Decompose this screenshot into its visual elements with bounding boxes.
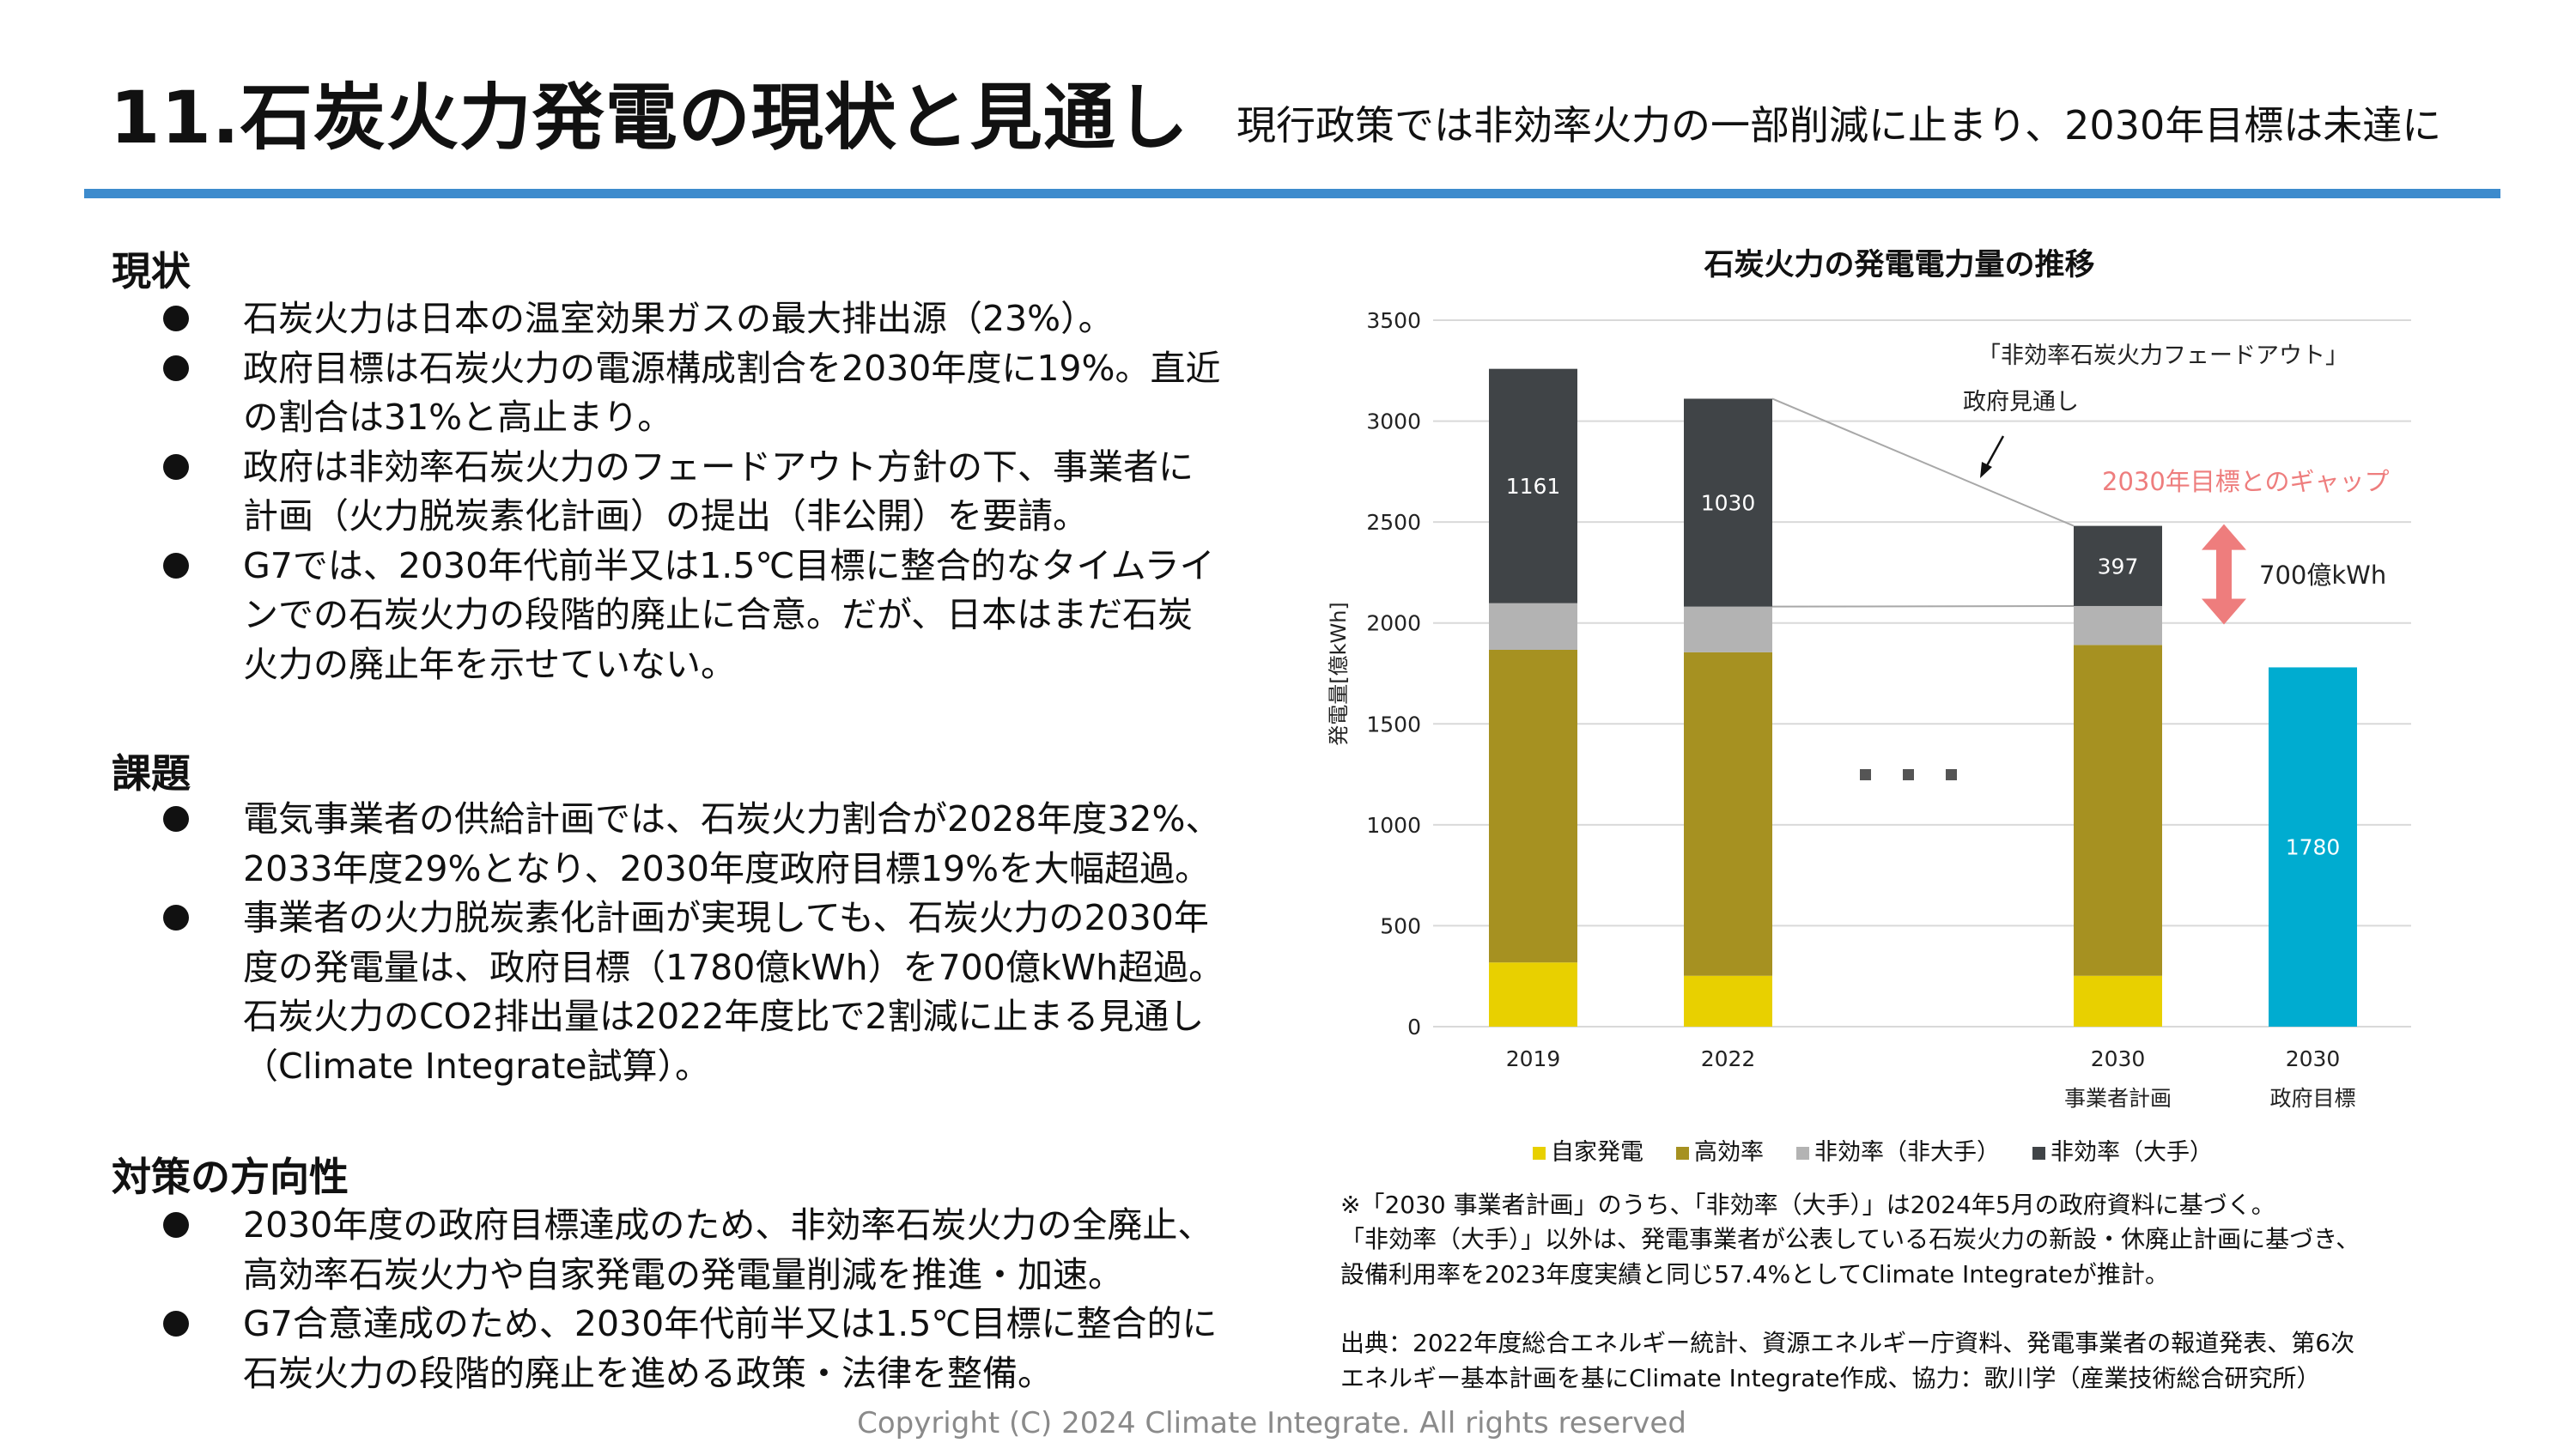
bar-segment: [1684, 652, 1772, 976]
bullet-text-line: 事業者の火力脱炭素化計画が実現しても、石炭火力の2030年: [243, 897, 1209, 938]
section-heading: 課題: [112, 750, 191, 797]
bullet-icon: [163, 552, 189, 579]
ellipsis-mark: [1903, 769, 1914, 780]
phaseout-connector-line: [1771, 397, 2075, 527]
legend-label: 非効率（非大手）: [1814, 1139, 2000, 1166]
bar-segment: [1489, 603, 1577, 650]
copyright: Copyright (C) 2024 Climate Integrate. Al…: [857, 1406, 1686, 1440]
arrow-head-icon: [1980, 462, 1992, 478]
y-tick-label: 0: [1407, 1015, 1421, 1040]
data-label: 1161: [1506, 474, 1561, 499]
bullet-text-line: 石炭火力のCO2排出量は2022年度比で2割減に止まる見通し: [243, 996, 1205, 1037]
bullet-text-line: 2030年度の政府目標達成のため、非効率石炭火力の全廃止、: [243, 1204, 1213, 1246]
x-tick-label: 2022: [1701, 1046, 1756, 1071]
gap-value: 700億kWh: [2259, 561, 2386, 590]
bullet-text-line: 政府は非効率石炭火力のフェードアウト方針の下、事業者に: [243, 446, 1194, 488]
bullet-text-line: 電気事業者の供給計画では、石炭火力割合が2028年度32%、: [243, 798, 1221, 840]
bar-segment: [2074, 645, 2162, 976]
bullet-text-line: （Climate Integrate試算）。: [243, 1045, 710, 1087]
bullet-icon: [163, 806, 189, 832]
bullet-text-line: 石炭火力の段階的廃止を進める政策・法律を整備。: [243, 1352, 1053, 1394]
bullet-text-line: 火力の廃止年を示せていない。: [243, 643, 736, 685]
y-tick-label: 2500: [1366, 510, 1421, 535]
section-heading: 現状: [112, 248, 191, 294]
y-tick-label: 3000: [1366, 409, 1421, 434]
legend-item: 高効率: [1676, 1133, 1764, 1167]
bullet-text-line: の割合は31%と高止まり。: [243, 397, 673, 438]
data-label: 397: [2098, 554, 2139, 579]
bar-segment: [1684, 606, 1772, 652]
phaseout-annotation: 「非効率石炭火力フェードアウト」: [1978, 343, 2348, 369]
bullet-icon: [163, 905, 189, 931]
gap-label: 2030年目標とのギャップ: [2102, 467, 2390, 496]
bullet-text-line: 石炭火力は日本の温室効果ガスの最大排出源（23%）。: [243, 298, 1114, 339]
bullet-icon: [163, 1212, 189, 1238]
x-tick-label: 2030: [2091, 1046, 2146, 1071]
y-tick-label: 3500: [1366, 308, 1421, 333]
section-heading: 対策の方向性: [112, 1154, 349, 1200]
bullet-icon: [163, 306, 189, 331]
bullet-text-line: ンでの石炭火力の段階的廃止に合意。だが、日本はまだ石炭: [243, 594, 1194, 635]
legend-swatch: [1676, 1147, 1689, 1160]
title-divider: [84, 189, 2500, 198]
bar-segment: [1684, 975, 1772, 1027]
chart-note-line: ※「2030 事業者計画」のうち、「非効率（大手）」は2024年5月の政府資料に…: [1340, 1191, 2275, 1219]
y-tick-label: 1500: [1366, 712, 1421, 737]
y-tick-label: 500: [1380, 913, 1421, 938]
arrow-line: [1984, 435, 2005, 470]
data-label: 1780: [2286, 835, 2341, 860]
y-tick-label: 1000: [1366, 813, 1421, 838]
coal-power-chart: 石炭火力の発電電力量の推移 0 500 1000 1500 2000 2500 3000 350…: [1327, 248, 2411, 1111]
bar-segment: [1489, 368, 1577, 603]
phaseout-annotation-sub: 政府見通し: [1963, 389, 2079, 415]
legend-swatch: [1533, 1147, 1546, 1160]
legend-label: 高効率: [1694, 1139, 1764, 1166]
legend-swatch: [1796, 1147, 1809, 1160]
page-title: 11.石炭火力発電の現状と見通し: [110, 76, 1189, 160]
ellipsis-mark: [1946, 769, 1957, 780]
bullet-text-line: G7では、2030年代前半又は1.5℃目標に整合的なタイムライ: [243, 544, 1215, 586]
x-tick-label: 2019: [1506, 1046, 1561, 1071]
bullet-icon: [163, 355, 189, 381]
x-tick-sublabel: 事業者計画: [2064, 1086, 2172, 1111]
bar-segment: [2269, 667, 2357, 1027]
bullet-text-line: G7合意達成のため、2030年代前半又は1.5℃目標に整合的に: [243, 1303, 1218, 1344]
bar-segment: [2074, 975, 2162, 1027]
legend-swatch: [2032, 1147, 2045, 1160]
source-line: 出典：2022年度総合エネルギー統計、資源エネルギー庁資料、発電事業者の報道発表…: [1340, 1329, 2355, 1357]
x-tick-sublabel: 政府目標: [2269, 1086, 2355, 1111]
legend-item: 自家発電: [1533, 1133, 1643, 1167]
chart-legend: 自家発電 高効率 非効率（非大手） 非効率（大手）: [1533, 1133, 2213, 1167]
bullet-text-line: 高効率石炭火力や自家発電の発電量削減を推進・加速。: [243, 1253, 1123, 1295]
bullet-text-line: 2033年度29%となり、2030年度政府目標19%を大幅超過。: [243, 847, 1211, 889]
legend-label: 非効率（大手）: [2050, 1139, 2213, 1166]
bar-segment: [2074, 605, 2162, 646]
legend-item: 非効率（大手）: [2032, 1133, 2213, 1167]
gap-double-arrow-icon: [2202, 524, 2246, 625]
bullet-text-line: 計画（火力脱炭素化計画）の提出（非公開）を要請。: [243, 495, 1088, 537]
source-line: エネルギー基本計画を基にClimate Integrate作成、協力：歌川学（産…: [1340, 1364, 2321, 1392]
bullet-text-line: 政府目標は石炭火力の電源構成割合を2030年度に19%。直近: [243, 347, 1221, 389]
data-label: 1030: [1701, 491, 1756, 516]
ellipsis-mark: [1860, 769, 1871, 780]
chart-title: 石炭火力の発電電力量の推移: [1704, 248, 2094, 282]
chart-note-line: 設備利用率を2023年度実績と同じ57.4%としてClimate Integra…: [1340, 1260, 2169, 1288]
bar-segment: [1489, 962, 1577, 1027]
page-subtitle: 現行政策では非効率火力の一部削減に止まり、2030年目標は未達に: [1236, 102, 2442, 149]
x-tick-label: 2030: [2286, 1046, 2341, 1071]
chart-note-line: 「非効率（大手）」以外は、発電事業者が公表している石炭火力の新設・休廃止計画に基…: [1340, 1225, 2360, 1253]
y-tick-label: 2000: [1366, 611, 1421, 636]
bullet-text-line: 度の発電量は、政府目標（1780億kWh）を700億kWh超過。: [243, 946, 1224, 988]
legend-item: 非効率（非大手）: [1796, 1133, 2000, 1167]
bar-segment: [1684, 398, 1772, 607]
bullet-icon: [163, 453, 189, 480]
legend-label: 自家発電: [1551, 1139, 1643, 1166]
y-axis-label: 発電量[億kWh]: [1327, 602, 1351, 746]
bar-segment: [2074, 525, 2162, 606]
connector-line: [1771, 604, 2075, 608]
bullet-icon: [163, 1311, 189, 1337]
bar-segment: [1489, 649, 1577, 963]
